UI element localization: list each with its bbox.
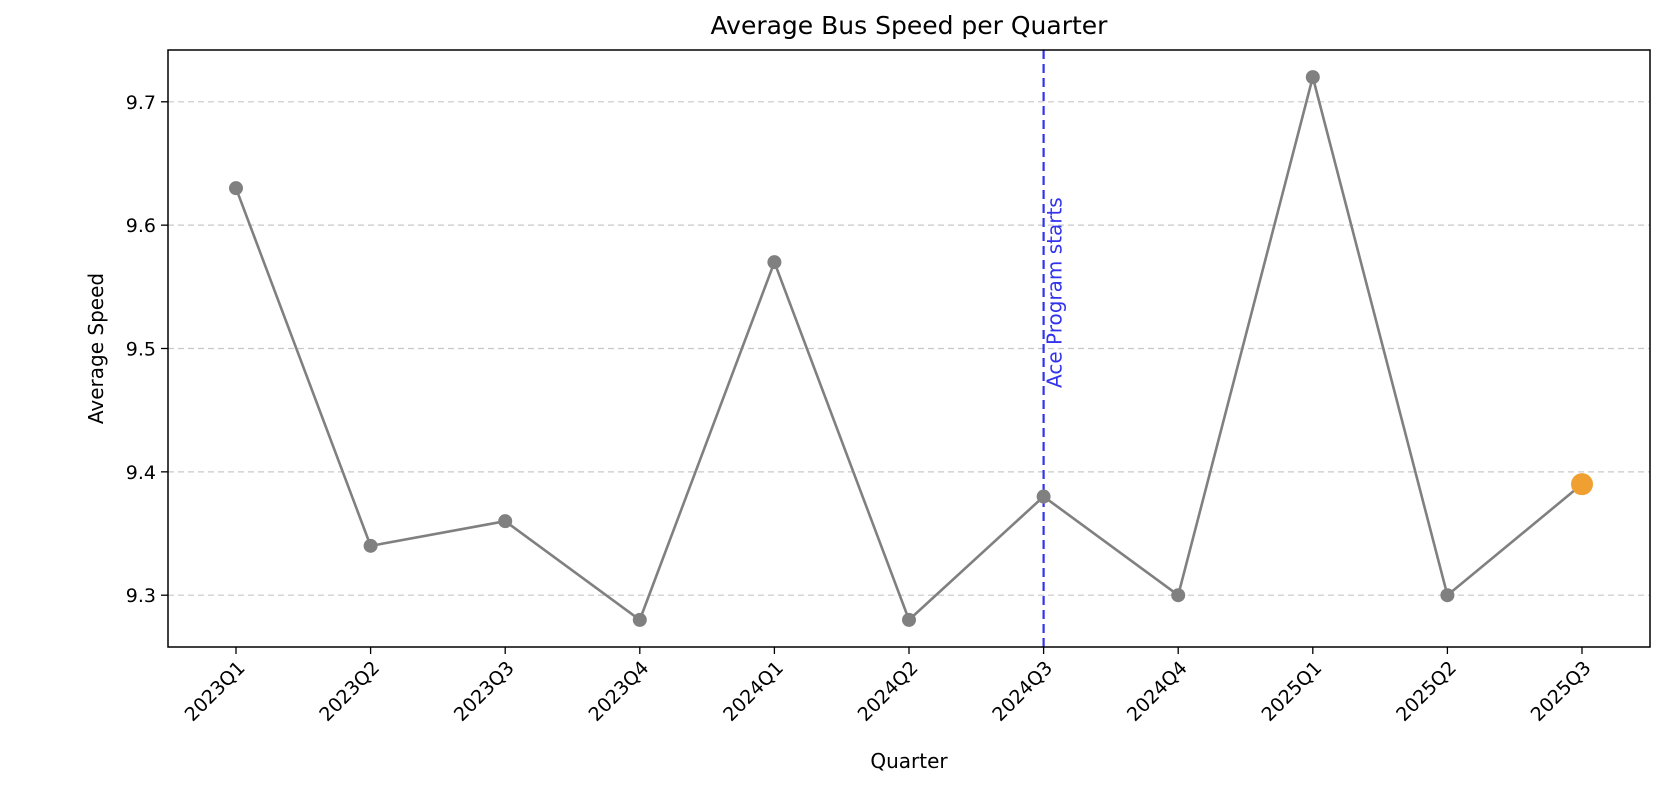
- data-point: [1171, 588, 1186, 603]
- y-tick-label: 9.7: [126, 92, 156, 114]
- data-point: [632, 612, 647, 627]
- data-point: [363, 538, 378, 553]
- annotation-label: Ace Program starts: [1043, 197, 1067, 388]
- data-point: [1305, 70, 1320, 85]
- data-point: [767, 255, 782, 270]
- y-tick-label: 9.4: [126, 462, 156, 484]
- highlighted-data-point: [1571, 473, 1593, 496]
- grid-layer: [168, 101, 1650, 596]
- y-tick-label: 9.3: [126, 585, 156, 607]
- y-tick-label: 9.5: [126, 339, 156, 361]
- y-axis-label: Average Speed: [84, 273, 108, 424]
- chart-title: Average Bus Speed per Quarter: [711, 11, 1109, 40]
- series-layer: [229, 70, 1593, 627]
- data-point: [229, 181, 243, 196]
- data-point: [1036, 489, 1051, 504]
- data-point: [1440, 588, 1455, 603]
- data-point: [498, 514, 513, 529]
- y-tick-label: 9.6: [126, 215, 156, 237]
- data-point: [902, 612, 916, 627]
- x-axis-label: Quarter: [870, 749, 948, 773]
